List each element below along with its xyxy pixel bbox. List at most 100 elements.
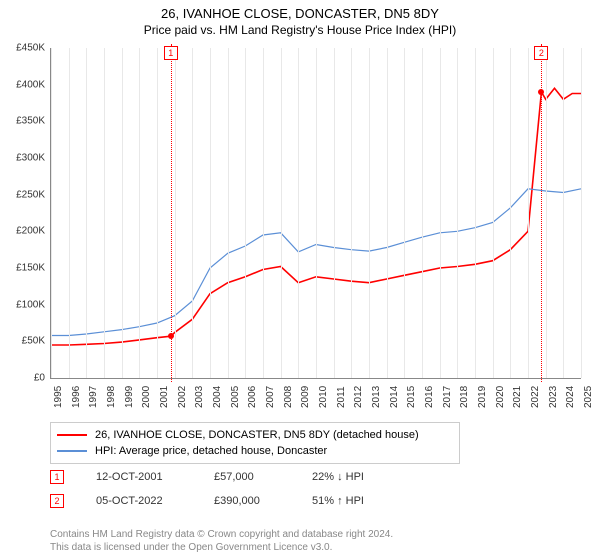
x-tick-label: 2000 — [141, 386, 152, 408]
x-tick-label: 2016 — [424, 386, 435, 408]
gridline — [69, 48, 70, 378]
sale-row: 1 12-OCT-2001 £57,000 22% ↓ HPI — [50, 470, 364, 484]
sale-row: 2 05-OCT-2022 £390,000 51% ↑ HPI — [50, 494, 364, 508]
x-tick-label: 2010 — [318, 386, 329, 408]
gridline — [139, 48, 140, 378]
footer-text: Contains HM Land Registry data © Crown c… — [50, 528, 393, 554]
gridline — [51, 48, 52, 378]
gridline — [528, 48, 529, 378]
gridline — [546, 48, 547, 378]
y-tick-label: £50K — [5, 336, 45, 347]
gridline — [316, 48, 317, 378]
gridline — [175, 48, 176, 378]
x-tick-label: 2021 — [512, 386, 523, 408]
legend-label: 26, IVANHOE CLOSE, DONCASTER, DN5 8DY (d… — [95, 429, 419, 441]
legend-swatch — [57, 434, 87, 436]
y-tick-label: £300K — [5, 153, 45, 164]
gridline — [422, 48, 423, 378]
legend-item: 26, IVANHOE CLOSE, DONCASTER, DN5 8DY (d… — [57, 427, 453, 443]
gridline — [457, 48, 458, 378]
sale-marker-box: 2 — [534, 46, 548, 60]
y-tick-label: £450K — [5, 43, 45, 54]
y-tick-label: £400K — [5, 79, 45, 90]
sale-price: £57,000 — [214, 471, 304, 483]
sale-marker: 1 — [50, 470, 64, 484]
y-tick-label: £250K — [5, 189, 45, 200]
sale-marker-line — [171, 44, 172, 382]
x-tick-label: 2025 — [583, 386, 594, 408]
gridline — [157, 48, 158, 378]
gridline — [475, 48, 476, 378]
sale-price: £390,000 — [214, 495, 304, 507]
x-tick-label: 2019 — [477, 386, 488, 408]
gridline — [298, 48, 299, 378]
x-tick-label: 2020 — [495, 386, 506, 408]
gridline — [281, 48, 282, 378]
x-tick-label: 1999 — [124, 386, 135, 408]
x-tick-label: 2006 — [247, 386, 258, 408]
x-tick-label: 2015 — [406, 386, 417, 408]
x-tick-label: 1998 — [106, 386, 117, 408]
x-tick-label: 2017 — [442, 386, 453, 408]
x-tick-label: 2013 — [371, 386, 382, 408]
x-tick-label: 2008 — [283, 386, 294, 408]
footer-line: This data is licensed under the Open Gov… — [50, 541, 393, 554]
gridline — [369, 48, 370, 378]
gridline — [351, 48, 352, 378]
y-tick-label: £100K — [5, 299, 45, 310]
x-tick-label: 2002 — [177, 386, 188, 408]
y-tick-label: £0 — [5, 373, 45, 384]
page-title: 26, IVANHOE CLOSE, DONCASTER, DN5 8DY — [0, 0, 600, 21]
x-tick-label: 2011 — [336, 386, 347, 408]
sale-date: 12-OCT-2001 — [96, 471, 206, 483]
gridline — [104, 48, 105, 378]
x-tick-label: 1997 — [88, 386, 99, 408]
gridline — [440, 48, 441, 378]
x-tick-label: 2001 — [159, 386, 170, 408]
sale-marker-dot — [538, 89, 544, 95]
legend-label: HPI: Average price, detached house, Donc… — [95, 445, 327, 457]
x-tick-label: 2023 — [548, 386, 559, 408]
gridline — [86, 48, 87, 378]
x-tick-label: 2009 — [300, 386, 311, 408]
gridline — [210, 48, 211, 378]
legend-swatch — [57, 450, 87, 452]
y-tick-label: £150K — [5, 263, 45, 274]
gridline — [228, 48, 229, 378]
sale-marker: 2 — [50, 494, 64, 508]
legend-item: HPI: Average price, detached house, Donc… — [57, 443, 453, 459]
gridline — [263, 48, 264, 378]
y-tick-label: £200K — [5, 226, 45, 237]
x-tick-label: 2018 — [459, 386, 470, 408]
sale-date: 05-OCT-2022 — [96, 495, 206, 507]
gridline — [387, 48, 388, 378]
gridline — [334, 48, 335, 378]
x-tick-label: 2003 — [194, 386, 205, 408]
gridline — [510, 48, 511, 378]
x-tick-label: 2005 — [230, 386, 241, 408]
x-tick-label: 2007 — [265, 386, 276, 408]
gridline — [192, 48, 193, 378]
gridline — [122, 48, 123, 378]
sale-marker-box: 1 — [164, 46, 178, 60]
x-tick-label: 2012 — [353, 386, 364, 408]
sale-marker-dot — [168, 333, 174, 339]
x-tick-label: 2004 — [212, 386, 223, 408]
chart-container: 26, IVANHOE CLOSE, DONCASTER, DN5 8DY Pr… — [0, 0, 600, 560]
gridline — [245, 48, 246, 378]
sale-delta: 22% ↓ HPI — [312, 471, 364, 483]
x-tick-label: 1995 — [53, 386, 64, 408]
page-subtitle: Price paid vs. HM Land Registry's House … — [0, 21, 600, 41]
gridline — [404, 48, 405, 378]
x-tick-label: 1996 — [71, 386, 82, 408]
gridline — [581, 48, 582, 378]
legend-box: 26, IVANHOE CLOSE, DONCASTER, DN5 8DY (d… — [50, 422, 460, 464]
x-tick-label: 2022 — [530, 386, 541, 408]
gridline — [493, 48, 494, 378]
plot-area: 12 — [50, 48, 581, 379]
x-tick-label: 2024 — [565, 386, 576, 408]
sale-delta: 51% ↑ HPI — [312, 495, 364, 507]
x-tick-label: 2014 — [389, 386, 400, 408]
y-tick-label: £350K — [5, 116, 45, 127]
gridline — [563, 48, 564, 378]
